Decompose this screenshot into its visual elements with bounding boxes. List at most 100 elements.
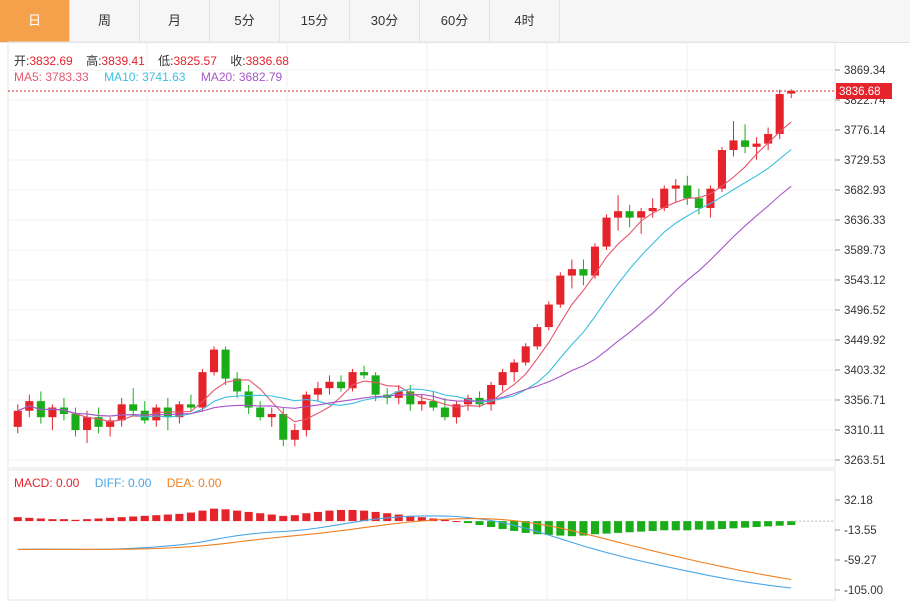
candle-body	[175, 404, 184, 418]
macd-bar	[360, 510, 369, 522]
macd-bar	[175, 513, 184, 522]
candle-body	[533, 327, 542, 347]
candle-body	[129, 404, 138, 411]
candle-body	[602, 217, 611, 247]
tab-month[interactable]: 月	[140, 0, 210, 42]
macd-value: MACD: 0.00	[14, 476, 80, 490]
candle-body	[94, 417, 103, 427]
candle-body	[775, 94, 784, 134]
macd-bar	[683, 521, 692, 531]
tab-30min[interactable]: 30分	[350, 0, 420, 42]
macd-bar	[152, 515, 161, 522]
macd-tick-label: -59.27	[844, 555, 877, 567]
macd-bar	[244, 511, 253, 522]
candle-body	[671, 185, 680, 189]
macd-bar	[36, 518, 45, 522]
close-label: 收:	[230, 54, 246, 68]
candle-body	[752, 143, 761, 147]
macd-bar	[267, 514, 276, 522]
price-tick-label: 3776.14	[844, 125, 886, 137]
macd-bar	[106, 517, 115, 522]
candle-body	[198, 372, 207, 408]
candle-body	[256, 407, 265, 418]
candle-body	[59, 407, 68, 414]
macd-bar	[371, 511, 380, 522]
macd-bar	[48, 519, 57, 522]
candle-body	[717, 150, 727, 189]
candle-body	[729, 140, 738, 151]
ohlc-legend: 开:3832.69 高:3839.41 低:3825.57 收:3836.68	[14, 52, 299, 69]
macd-bar	[117, 517, 126, 522]
macd-bar	[336, 509, 346, 522]
high-label: 高:	[86, 54, 102, 68]
tab-week[interactable]: 周	[70, 0, 140, 42]
macd-bar	[475, 521, 484, 526]
macd-bar	[129, 516, 138, 522]
candle-body	[417, 401, 426, 405]
macd-bar	[452, 521, 461, 523]
high-value: 3839.41	[101, 54, 145, 68]
macd-bar	[313, 511, 322, 522]
candle-body	[233, 378, 242, 392]
tab-60min[interactable]: 60分	[420, 0, 490, 42]
price-tick-label: 3543.12	[844, 275, 886, 287]
macd-bar	[648, 521, 657, 531]
price-tick-label: 3496.52	[844, 305, 886, 317]
candle-body	[556, 275, 565, 305]
close-value: 3836.68	[245, 54, 289, 68]
candle-body	[117, 404, 126, 421]
price-tick-label: 3682.93	[844, 185, 886, 197]
macd-bar	[637, 521, 646, 532]
candle-body	[579, 269, 588, 276]
macd-bar	[752, 521, 761, 528]
macd-bar	[487, 521, 496, 528]
macd-bar	[694, 521, 703, 530]
tab-4hour[interactable]: 4时	[490, 0, 560, 42]
ma10-line	[17, 149, 792, 418]
ma10-legend: MA10: 3741.63	[104, 70, 186, 84]
macd-bar	[394, 514, 403, 522]
macd-bar	[660, 521, 669, 531]
price-tick-label: 3403.32	[844, 365, 886, 377]
candle-body	[706, 188, 715, 208]
ma20-legend: MA20: 3682.79	[200, 70, 283, 84]
macd-bar	[140, 515, 149, 522]
candle-body	[71, 413, 80, 431]
tab-15min[interactable]: 15分	[280, 0, 350, 42]
macd-bar	[567, 521, 576, 537]
diff-line	[17, 515, 792, 589]
tab-5min[interactable]: 5分	[210, 0, 280, 42]
macd-bar	[290, 515, 299, 522]
macd-bar	[82, 519, 92, 522]
macd-bar	[521, 521, 530, 533]
candle-body	[244, 391, 253, 408]
ma-legend: MA5: 3783.33 MA10: 3741.63 MA20: 3682.79	[14, 70, 294, 84]
candle-body	[48, 407, 57, 418]
macd-bar	[590, 521, 600, 535]
candle-body	[186, 404, 195, 408]
macd-bar	[417, 517, 426, 522]
candle-body	[648, 207, 657, 212]
price-tick-label: 3449.92	[844, 335, 886, 347]
candle-body	[106, 420, 115, 427]
macd-bar	[498, 521, 507, 529]
macd-bar	[325, 510, 334, 522]
macd-bar	[348, 509, 357, 522]
macd-bar	[787, 521, 796, 526]
candle-body	[209, 349, 219, 373]
candle-body	[544, 304, 553, 328]
macd-bar	[221, 509, 230, 522]
tab-day[interactable]: 日	[0, 0, 70, 42]
ma20-line	[17, 185, 792, 417]
candle-body	[694, 198, 703, 208]
price-tick-label: 3729.53	[844, 155, 886, 167]
macd-bar	[729, 521, 738, 529]
candle-body	[521, 346, 530, 363]
candle-body	[440, 407, 449, 418]
macd-bar	[671, 521, 680, 531]
candle-body	[267, 413, 276, 418]
price-tick-label: 3869.34	[844, 65, 886, 77]
macd-bar	[13, 517, 22, 522]
macd-bar	[71, 519, 80, 522]
